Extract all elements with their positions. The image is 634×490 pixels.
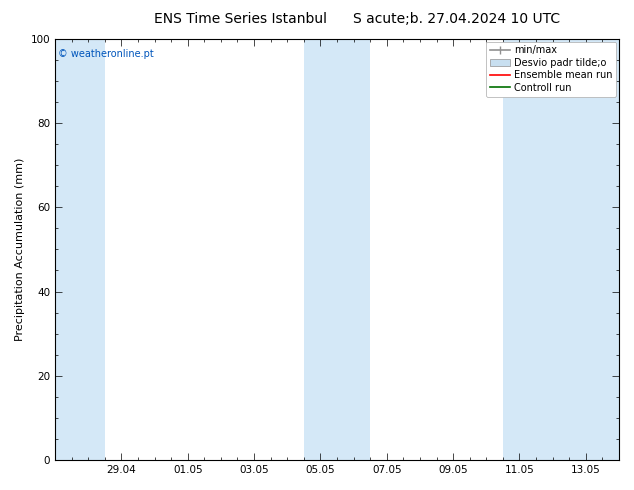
Text: ENS Time Series Istanbul: ENS Time Series Istanbul	[155, 12, 327, 26]
Bar	[503, 39, 569, 460]
Text: © weatheronline.pt: © weatheronline.pt	[58, 49, 153, 59]
Legend: min/max, Desvio padr tilde;o, Ensemble mean run, Controll run: min/max, Desvio padr tilde;o, Ensemble m…	[486, 42, 616, 97]
Text: S acute;b. 27.04.2024 10 UTC: S acute;b. 27.04.2024 10 UTC	[353, 12, 560, 26]
Bar	[569, 39, 619, 460]
Bar	[55, 39, 105, 460]
Y-axis label: Precipitation Accumulation (mm): Precipitation Accumulation (mm)	[15, 158, 25, 341]
Bar	[304, 39, 370, 460]
